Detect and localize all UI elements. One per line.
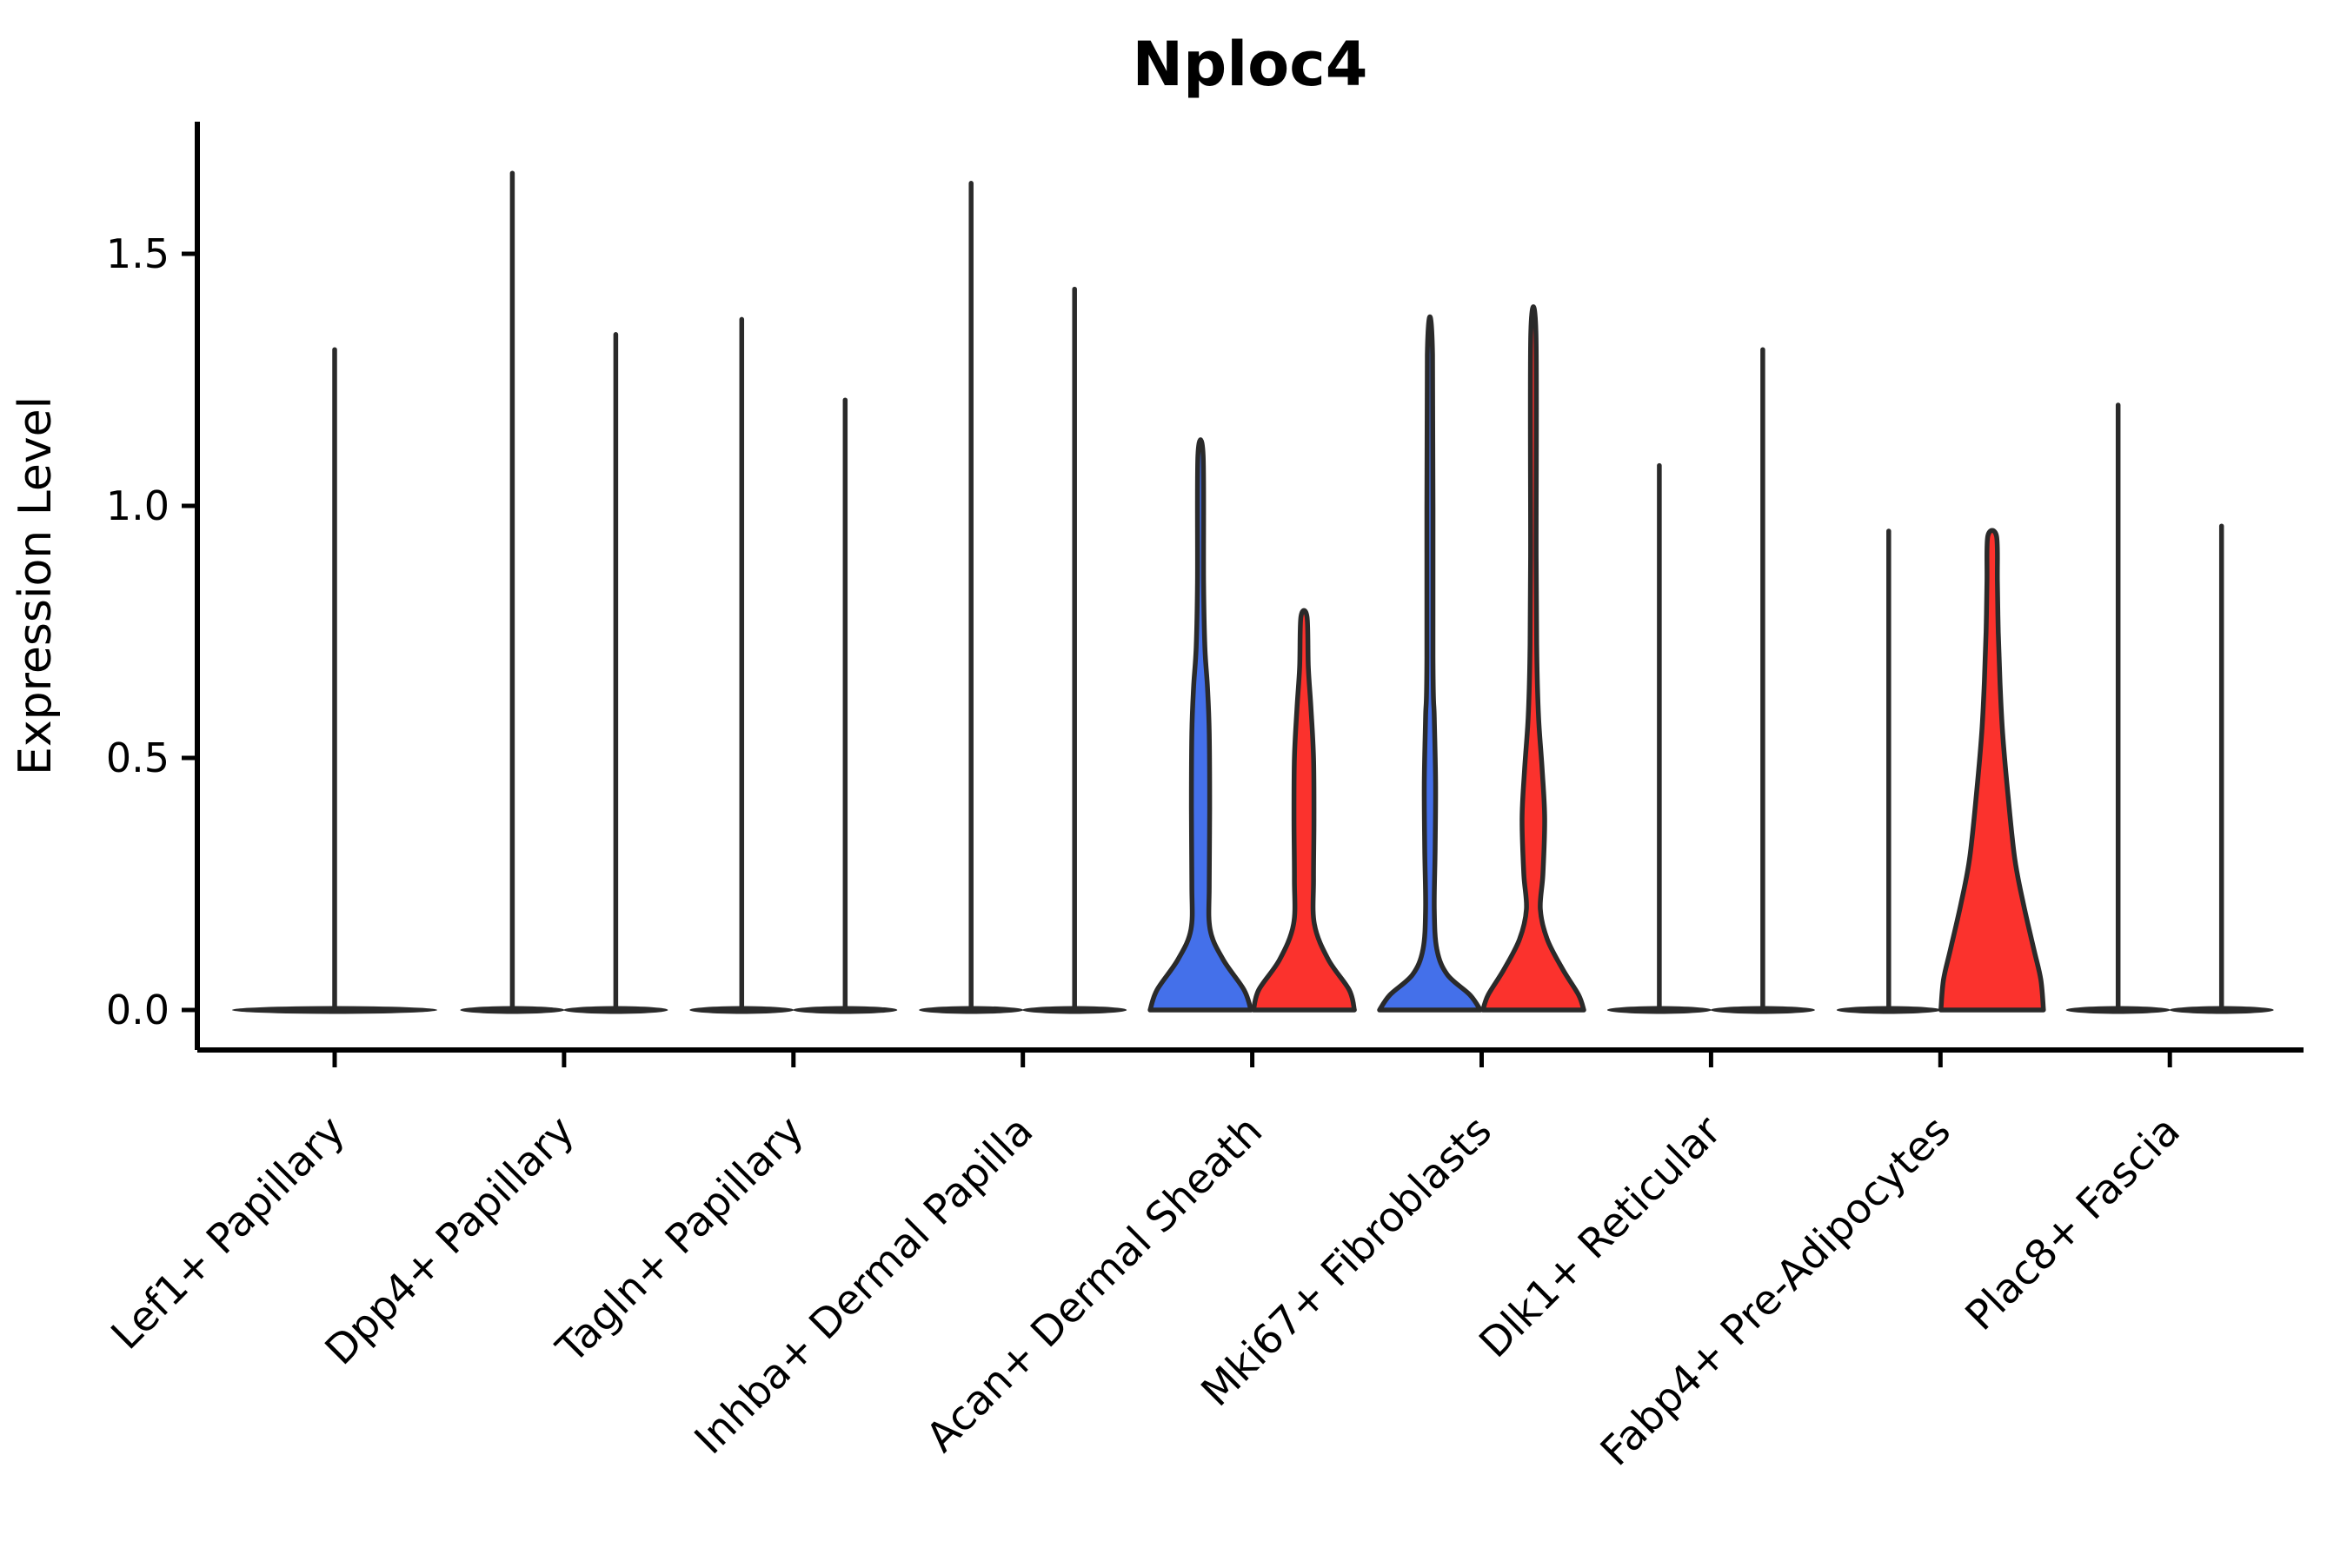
violin-acan-dermal-sheath-red — [1251, 608, 1357, 1013]
y-tick-label-0.5: 0.5 — [106, 734, 170, 781]
y-axis-label: Expression Level — [10, 396, 62, 775]
violin-mki67-fibroblasts-red — [1480, 304, 1586, 1013]
violins-layer — [232, 170, 2274, 1014]
y-tick-label-0.0: 0.0 — [106, 987, 170, 1033]
x-tick-label-dpp4-papillary: Dpp4+ Papillary — [316, 1107, 584, 1375]
y-tick-label-1.0: 1.0 — [106, 482, 170, 529]
x-tick-label-tagln-papillary: Tagln+ Papillary — [547, 1107, 813, 1373]
violin-mki67-fibroblasts-blue — [1377, 315, 1483, 1013]
y-tick-label-1.5: 1.5 — [106, 230, 170, 277]
y-axis-ticks: 0.0 0.5 1.0 1.5 — [106, 230, 197, 1033]
x-tick-label-lef1-papillary: Lef1+ Papillary — [103, 1107, 355, 1359]
chart-title: Nploc4 — [1133, 29, 1368, 100]
x-tick-label-plac8-fascia: Plac8+ Fascia — [1957, 1107, 2190, 1340]
violin-acan-dermal-sheath-blue — [1147, 437, 1253, 1013]
x-tick-label-dlk1-reticular: Dlk1+ Reticular — [1470, 1106, 1731, 1367]
violin-fabp4-pre-adipocytes-red — [1938, 528, 2046, 1013]
